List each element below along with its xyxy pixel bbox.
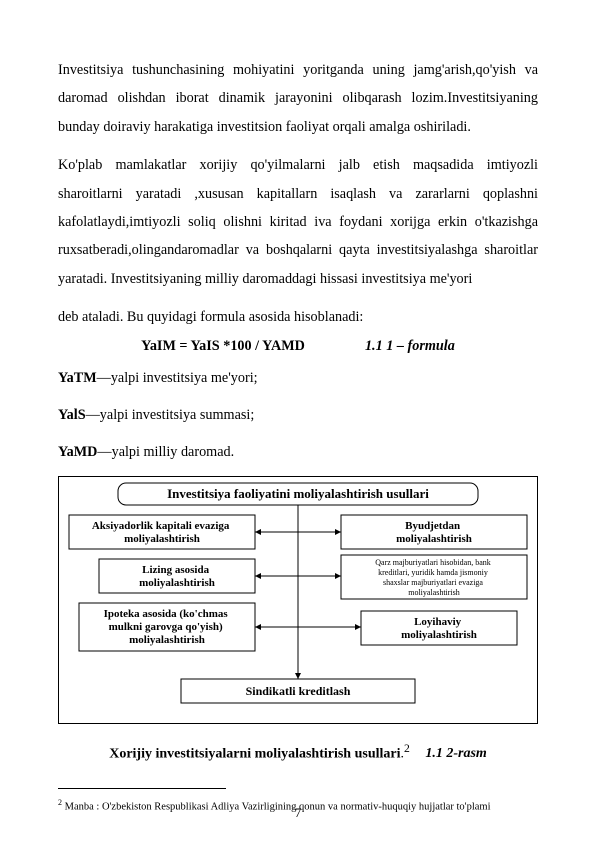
svg-text:Sindikatli kreditlash: Sindikatli kreditlash: [246, 684, 351, 698]
definition-2-text: —yalpi investitsiya summasi;: [86, 407, 255, 423]
svg-text:Byudjetdan moliyalasht: Byudjetdan moliyalashtirish: [396, 520, 472, 545]
formula-expression: YaIM = YaIS *100 / YAMD: [141, 338, 305, 355]
figure-caption: Xorijiy investitsiyalarni moliyalashtiri…: [58, 742, 538, 763]
paragraph-2: Ko'plab mamlakatlar xorijiy qo'yilmalarn…: [58, 151, 538, 293]
definition-3-text: —yalpi milliy daromad.: [97, 444, 234, 460]
definition-3: YaMD—yalpi milliy daromad.: [58, 439, 538, 466]
flowchart-diagram: Investitsiya faoliyatini moliyalashtiris…: [58, 476, 538, 724]
svg-text:Investitsiya faoliyatini moliy: Investitsiya faoliyatini moliyalashtiris…: [167, 486, 429, 501]
definition-2: YalS—yalpi investitsiya summasi;: [58, 402, 538, 429]
definition-1-term: YaTM: [58, 370, 97, 386]
caption-label: 1.1 2-rasm: [425, 746, 486, 761]
svg-text:Lizing asosida moliyal: Lizing asosida moliyalashtirish: [139, 564, 215, 589]
definition-2-term: YalS: [58, 407, 86, 423]
definition-3-term: YaMD: [58, 444, 97, 460]
formula-label: 1.1 1 – formula: [365, 338, 455, 355]
caption-sup: 2: [404, 742, 410, 755]
caption-text: Xorijiy investitsiyalarni moliyalashtiri…: [109, 746, 400, 761]
paragraph-3: deb ataladi. Bu quyidagi formula asosida…: [58, 303, 538, 331]
page: Investitsiya tushunchasining mohiyatini …: [0, 0, 596, 843]
definition-1-text: —yalpi investitsiya me'yori;: [97, 370, 258, 386]
definition-1: YaTM—yalpi investitsiya me'yori;: [58, 365, 538, 392]
paragraph-1: Investitsiya tushunchasining mohiyatini …: [58, 56, 538, 141]
footnote-rule: [58, 788, 226, 789]
page-number: 7: [0, 805, 596, 821]
formula-row: YaIM = YaIS *100 / YAMD 1.1 1 – formula: [58, 338, 538, 355]
